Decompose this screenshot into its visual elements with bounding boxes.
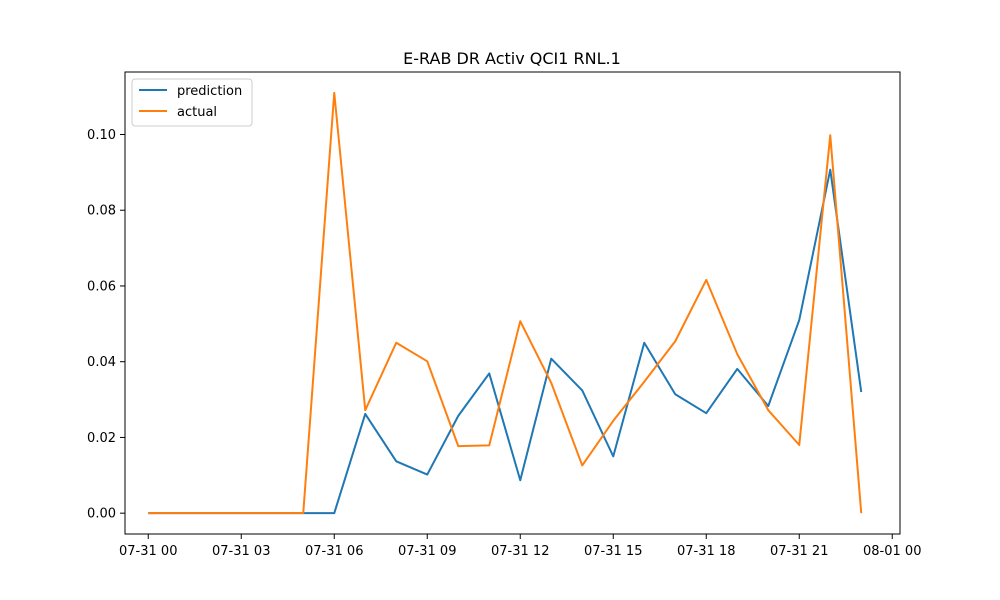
x-tick-label: 07-31 12 [491, 544, 549, 559]
x-tick-label: 07-31 21 [770, 544, 828, 559]
x-tick-label: 07-31 03 [212, 544, 270, 559]
x-tick-label: 07-31 18 [677, 544, 735, 559]
x-tick-label: 07-31 15 [584, 544, 642, 559]
x-axis: 07-31 00 07-31 03 07-31 06 07-31 09 07-31 12… [119, 534, 921, 559]
y-tick-label: 0.04 [87, 355, 116, 370]
y-tick-label: 0.00 [87, 507, 116, 522]
plot-frame [124, 71, 901, 535]
x-tick-label: 07-31 00 [119, 544, 177, 559]
x-tick-label: 07-31 06 [305, 544, 363, 559]
plot-area [125, 72, 900, 534]
series-layer [148, 91, 863, 515]
y-axis: 0.00 0.02 0.04 0.06 0.08 0.10 [87, 128, 125, 522]
legend-label-actual: actual [177, 105, 217, 120]
y-tick-label: 0.06 [87, 279, 116, 294]
y-tick-label: 0.08 [87, 204, 116, 219]
legend: prediction actual [131, 78, 253, 127]
legend-label-prediction: prediction [177, 84, 242, 99]
series-line-actual [148, 91, 863, 515]
y-tick-label: 0.02 [87, 431, 116, 446]
x-tick-label: 08-01 00 [863, 544, 921, 559]
x-tick-label: 07-31 09 [398, 544, 456, 559]
y-tick-label: 0.10 [87, 128, 116, 143]
chart-title: E-RAB DR Activ QCI1 RNL.1 [403, 49, 621, 68]
